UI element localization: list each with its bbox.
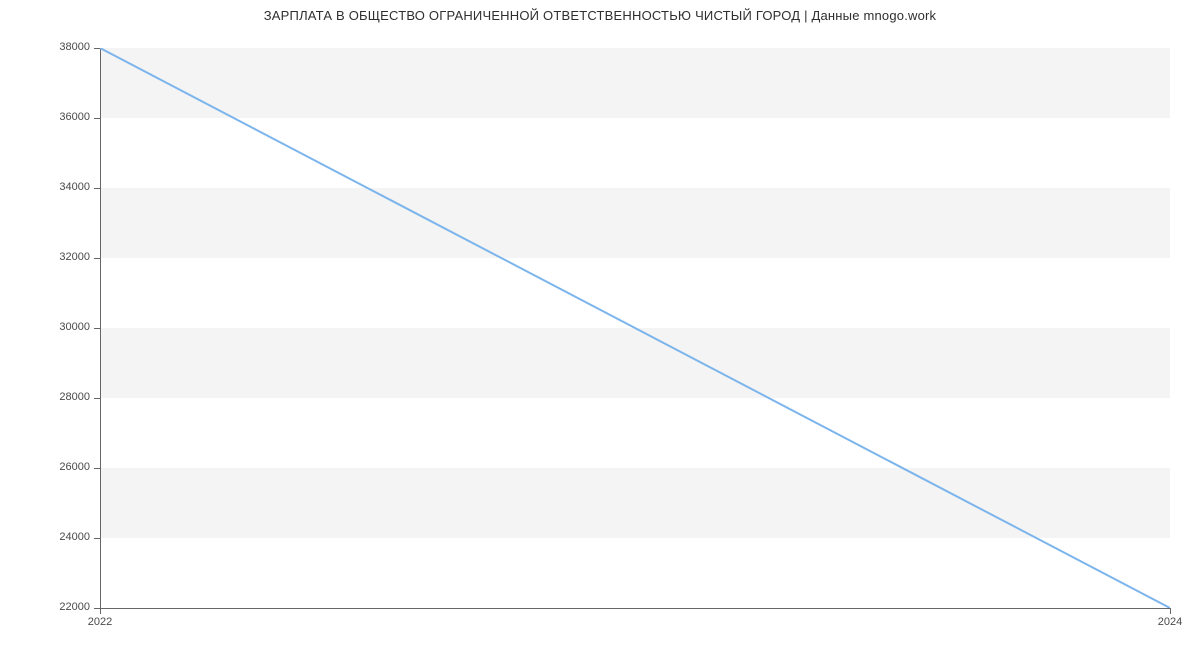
y-tick-label: 30000: [30, 321, 90, 333]
chart-title: ЗАРПЛАТА В ОБЩЕСТВО ОГРАНИЧЕННОЙ ОТВЕТСТ…: [0, 8, 1200, 23]
y-tick-label: 28000: [30, 391, 90, 403]
y-tick-label: 26000: [30, 461, 90, 473]
series-line-salary: [100, 48, 1170, 608]
x-tick-label: 2024: [1140, 616, 1200, 628]
y-tick-label: 32000: [30, 251, 90, 263]
x-tick: [100, 608, 101, 614]
salary-line-chart: ЗАРПЛАТА В ОБЩЕСТВО ОГРАНИЧЕННОЙ ОТВЕТСТ…: [0, 0, 1200, 650]
y-tick-label: 38000: [30, 41, 90, 53]
y-tick-label: 24000: [30, 531, 90, 543]
plot-area: 2200024000260002800030000320003400036000…: [100, 48, 1170, 608]
series-layer: [100, 48, 1170, 608]
y-tick-label: 22000: [30, 601, 90, 613]
y-tick-label: 34000: [30, 181, 90, 193]
x-tick: [1170, 608, 1171, 614]
x-axis-line: [100, 608, 1170, 609]
x-tick-label: 2022: [70, 616, 130, 628]
y-tick-label: 36000: [30, 111, 90, 123]
